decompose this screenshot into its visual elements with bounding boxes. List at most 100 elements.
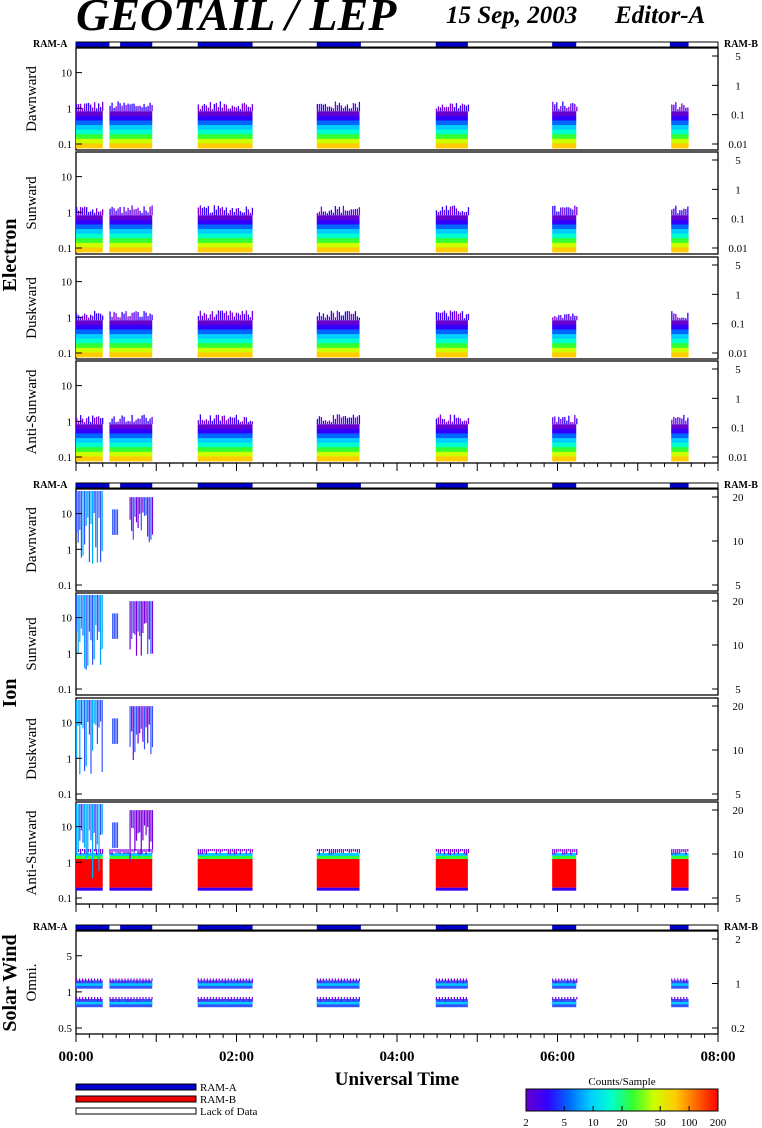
spectrum-speckle [100,211,102,216]
ion-spike [101,700,103,772]
ion-spike [96,700,98,745]
spectrum-band [109,233,153,239]
spectrum-speckle [199,849,201,855]
ion-spike [143,706,146,750]
spectrum-speckle [211,849,213,852]
spectrum-band [435,442,468,448]
spectrum-band [109,120,153,126]
spectrum-speckle [141,212,143,216]
right-tick-label: 5 [735,364,741,376]
spectrum-speckle [127,996,129,1002]
spectrum-speckle [554,416,556,425]
ion-spike [143,810,146,826]
spectrum-band [552,338,577,344]
spectrum-band [552,433,577,439]
spectrum-band [197,233,253,239]
spectrum-speckle [151,996,153,1000]
ion-spike [100,491,102,563]
spectrum-speckle [219,101,222,112]
spectrum-speckle [205,849,207,855]
spectrum-speckle [459,418,462,425]
spectrum-band [435,134,468,140]
spectrum-speckle [102,417,104,425]
spectrum-band [671,853,689,856]
ion-spike [112,613,114,639]
left-tick-label: 1 [67,416,73,428]
spectrum-band [76,433,103,439]
spectrum-speckle [231,849,233,852]
ion-spike [88,804,90,831]
right-tick-label: 0.2 [731,1023,745,1035]
spectrum-band [435,438,468,444]
spectrum-speckle [324,211,327,216]
spectrum-speckle [98,313,100,321]
spectrum-band [109,347,153,353]
spectrum-speckle [320,416,323,425]
spectrum-speckle [318,103,321,112]
colorbar-tick-label: 5 [561,1117,567,1128]
ram-a-label: RAM-A [33,39,68,50]
right-tick-label: 20 [733,596,745,608]
spectrum-speckle [131,414,133,425]
ion-spike [142,601,144,634]
spectrum-speckle [237,105,240,112]
panel-frame [75,488,719,592]
spectrum-band [197,320,253,326]
spectrum-speckle [680,978,682,981]
left-tick-label: 0.1 [58,893,72,905]
spectrum-speckle [574,849,576,853]
spectrum-speckle [324,103,327,112]
spectrum-speckle [225,420,228,425]
spectrum-band [435,120,468,126]
spectrum-speckle [576,106,578,112]
spectrum-band [197,329,253,335]
spectrum-speckle [243,212,246,216]
spectrum-band [552,438,577,444]
right-tick-label: 5 [735,893,741,905]
spectrum-speckle [348,210,351,216]
spectrum-speckle [322,978,324,982]
spectrum-speckle [201,105,204,112]
spectrum-speckle [574,205,576,216]
spectrum-speckle [435,418,438,425]
group-label: Ion [0,679,21,708]
panel-label: Omni. [24,964,40,1002]
left-tick-label: 1 [67,103,73,115]
spectrum-speckle [145,312,147,321]
spectrum-speckle [441,206,444,216]
spectrum-speckle [338,311,341,321]
ion-spike [139,810,141,833]
spectrum-speckle [456,978,458,984]
legend-ram-a-label: RAM-A [200,1082,237,1094]
spectrum-speckle [674,996,676,1001]
spectrum-band [316,111,360,117]
group-label: Electron [0,219,21,292]
spectrum-speckle [236,978,238,983]
ion-spike [82,595,84,636]
spectrum-speckle [453,978,455,983]
ion-spike [131,706,133,732]
ion-spike [143,601,146,624]
spectrum-speckle [447,106,450,112]
spectrum-band [435,242,468,248]
spectrum-band [316,138,360,144]
spectrum-speckle [139,849,141,855]
spectrum-band [316,352,360,358]
spectrum-speckle [211,420,214,425]
spectrum-band [76,853,103,856]
spectrum-speckle [316,996,318,1001]
spectrum-speckle [554,849,556,855]
spectrum-speckle [439,107,442,112]
panel-duskward: Duskward 0.1 1 10 0.01 0.1 1 5 [24,256,748,360]
spectrum-speckle [570,422,572,425]
spectrum-speckle [115,313,117,321]
spectrum-speckle [135,209,137,216]
spectrum-speckle [235,208,238,216]
ion-spike [79,595,81,643]
spectrum-speckle [133,996,135,1001]
spectrum-speckle [102,101,104,112]
spectrum-speckle [100,107,102,112]
spectrum-speckle [88,996,90,1001]
spectrum-speckle [84,206,86,216]
spectrum-speckle [685,208,687,216]
